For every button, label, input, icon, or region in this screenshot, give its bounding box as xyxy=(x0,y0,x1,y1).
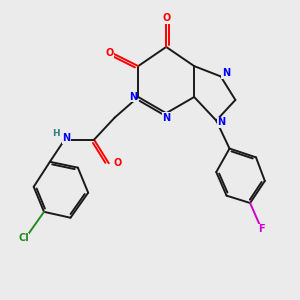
Text: Cl: Cl xyxy=(18,233,29,243)
Text: N: N xyxy=(62,133,70,143)
Text: F: F xyxy=(259,224,265,235)
Text: H: H xyxy=(52,129,60,138)
Text: N: N xyxy=(222,68,230,78)
Text: O: O xyxy=(162,13,170,23)
Text: N: N xyxy=(129,92,137,102)
Text: N: N xyxy=(162,112,170,123)
Text: O: O xyxy=(113,158,122,168)
Text: N: N xyxy=(218,117,226,127)
Text: O: O xyxy=(105,48,113,58)
